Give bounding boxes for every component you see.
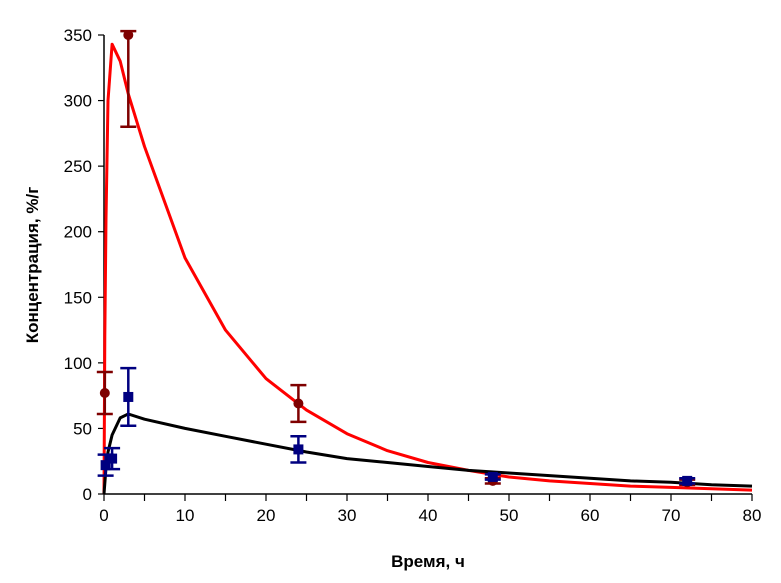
- data-point-square: [487, 471, 498, 482]
- y-axis-label: Концентрация, %/г: [23, 187, 42, 344]
- data-point-square: [293, 444, 304, 455]
- marks: [96, 29, 753, 495]
- x-tick-label: 50: [500, 506, 519, 525]
- y-tick-label: 250: [64, 157, 92, 176]
- x-tick-label: 40: [419, 506, 438, 525]
- data-point-circle: [293, 398, 304, 409]
- data-point-square: [100, 460, 111, 471]
- x-tick-label: 60: [581, 506, 600, 525]
- data-point-circle: [123, 30, 134, 40]
- x-tick-label: 70: [662, 506, 681, 525]
- x-tick-label: 0: [99, 506, 108, 525]
- y-tick-label: 200: [64, 223, 92, 242]
- x-tick-label: 10: [176, 506, 195, 525]
- x-tick-label: 20: [257, 506, 276, 525]
- data-point-circle: [99, 388, 110, 399]
- y-tick-label: 50: [73, 419, 92, 438]
- data-point-square: [107, 453, 118, 464]
- data-point-square: [123, 391, 134, 402]
- x-tick-label: 80: [743, 506, 762, 525]
- data-point-square: [682, 475, 693, 486]
- model-curve-black: [102, 412, 753, 495]
- y-tick-label: 100: [64, 354, 92, 373]
- axes: 0 10 20 30 40 50 60 70 80 0 50 100 150 200 250 300 350: [64, 26, 762, 525]
- x-tick-label: 30: [338, 506, 357, 525]
- y-tick-label: 0: [83, 485, 92, 504]
- y-tick-label: 150: [64, 288, 92, 307]
- y-tick-label: 300: [64, 92, 92, 111]
- model-curve-red: [102, 42, 753, 495]
- y-tick-label: 350: [64, 26, 92, 45]
- x-axis-label: Время, ч: [391, 552, 465, 571]
